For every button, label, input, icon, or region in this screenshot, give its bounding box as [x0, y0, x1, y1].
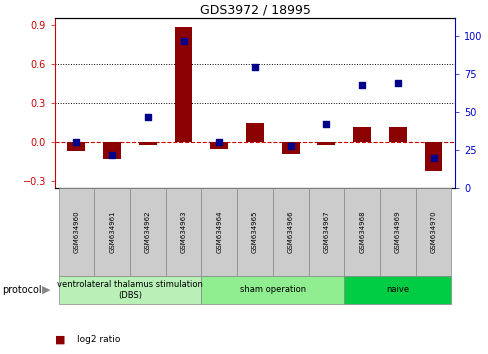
Bar [103, 142, 121, 159]
Bar [67, 142, 85, 152]
Text: naive: naive [386, 285, 408, 295]
Bar [352, 126, 370, 142]
Text: GSM634969: GSM634969 [394, 211, 400, 253]
Text: GSM634962: GSM634962 [144, 211, 151, 253]
Point [250, 64, 258, 69]
Bar [308, 188, 344, 276]
Text: ventrolateral thalamus stimulation
(DBS): ventrolateral thalamus stimulation (DBS) [57, 280, 203, 300]
Bar [379, 188, 415, 276]
Bar [281, 142, 299, 154]
Text: GSM634966: GSM634966 [287, 211, 293, 253]
Point [286, 143, 294, 148]
Point [429, 155, 437, 160]
Text: GSM634967: GSM634967 [323, 211, 329, 253]
Point [215, 139, 223, 145]
Bar [165, 188, 201, 276]
Bar [139, 142, 157, 145]
Point [179, 38, 187, 44]
Bar [344, 276, 450, 304]
Text: log2 ratio: log2 ratio [77, 335, 120, 344]
Bar [344, 188, 379, 276]
Text: GSM634960: GSM634960 [73, 211, 79, 253]
Bar [317, 142, 335, 145]
Bar [174, 27, 192, 142]
Text: protocol: protocol [2, 285, 42, 295]
Bar [201, 188, 237, 276]
Point [358, 82, 366, 88]
Bar [94, 188, 130, 276]
Text: ■: ■ [55, 335, 69, 344]
Text: ▶: ▶ [41, 285, 50, 295]
Bar [272, 188, 308, 276]
Text: sham operation: sham operation [239, 285, 305, 295]
Bar [59, 276, 201, 304]
Text: GSM634970: GSM634970 [430, 211, 436, 253]
Text: GSM634963: GSM634963 [180, 211, 186, 253]
Bar [59, 188, 94, 276]
Point [108, 152, 116, 158]
Point [72, 139, 80, 145]
Bar [415, 188, 450, 276]
Text: GSM634965: GSM634965 [251, 211, 258, 253]
Point [393, 80, 401, 86]
Text: GSM634961: GSM634961 [109, 211, 115, 253]
Point [322, 121, 330, 127]
Bar [245, 122, 264, 142]
Title: GDS3972 / 18995: GDS3972 / 18995 [199, 4, 310, 17]
Text: GSM634964: GSM634964 [216, 211, 222, 253]
Bar [424, 142, 442, 171]
Bar [210, 142, 228, 149]
Bar [201, 276, 344, 304]
Bar [130, 188, 165, 276]
Bar [237, 188, 272, 276]
Bar [388, 126, 406, 142]
Point [143, 114, 151, 120]
Text: GSM634968: GSM634968 [358, 211, 365, 253]
